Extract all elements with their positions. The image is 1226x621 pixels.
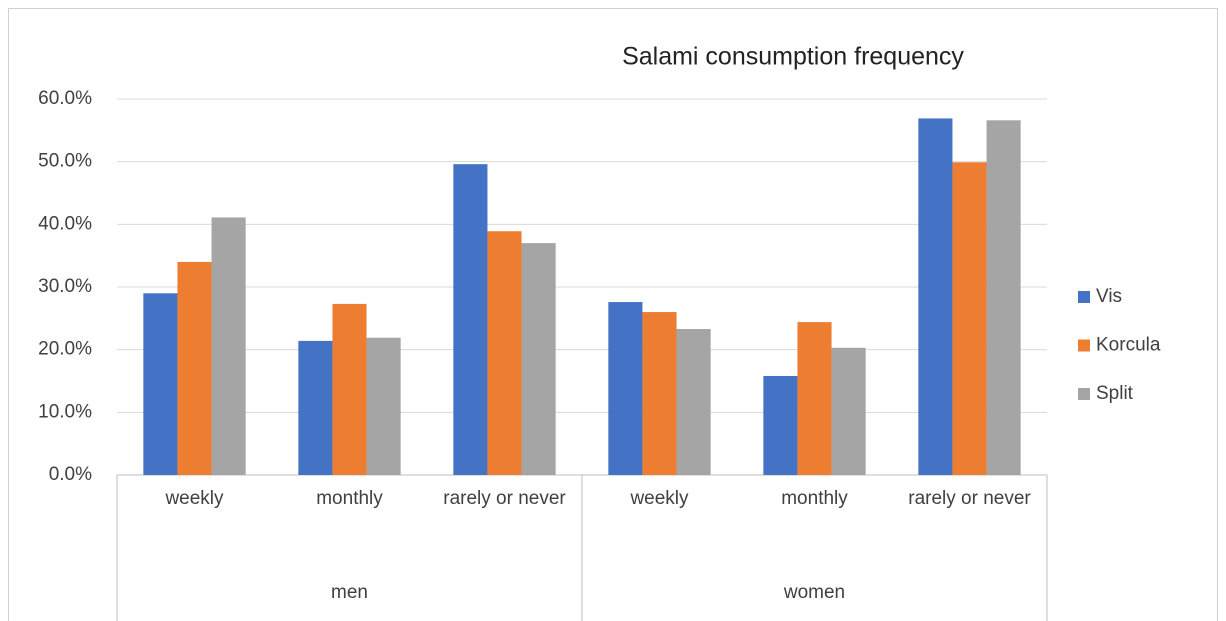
x-tick-label: monthly [781, 488, 848, 509]
y-tick-label: 10.0% [38, 401, 92, 422]
x-tick-label: weekly [630, 488, 689, 509]
legend-swatch [1078, 339, 1090, 352]
x-tick-label: monthly [316, 488, 383, 509]
legend-swatch [1078, 291, 1090, 303]
y-tick-label: 40.0% [38, 213, 92, 234]
bar [763, 375, 798, 475]
bar [177, 261, 212, 475]
bar [797, 322, 832, 475]
bar [298, 340, 333, 475]
group-label: men [331, 582, 368, 603]
x-tick-label: rarely or never [908, 488, 1031, 509]
chart-title: Salami consumption frequency [622, 43, 964, 71]
bar [143, 293, 178, 475]
bar [831, 347, 866, 475]
bar [521, 243, 556, 475]
legend-label: Vis [1096, 286, 1122, 307]
x-tick-label: rarely or never [443, 488, 566, 509]
group-label: women [783, 582, 846, 603]
bar [608, 302, 643, 475]
y-tick-label: 30.0% [38, 276, 92, 297]
legend-label: Split [1096, 383, 1134, 404]
bar [453, 164, 488, 475]
bar [676, 328, 711, 475]
legend-swatch [1078, 388, 1090, 400]
bar [986, 120, 1021, 475]
chart-border [8, 8, 1218, 621]
y-tick-label: 60.0% [38, 88, 92, 109]
y-tick-label: 0.0% [49, 464, 92, 485]
bar [918, 118, 953, 475]
bar [642, 312, 677, 475]
y-tick-label: 20.0% [38, 339, 92, 360]
bar [366, 337, 401, 475]
y-tick-label: 50.0% [38, 151, 92, 172]
legend-label: Korcula [1096, 335, 1161, 356]
bar [952, 162, 987, 475]
bar [211, 217, 246, 475]
bar [332, 303, 367, 475]
x-tick-label: weekly [165, 488, 224, 509]
bar [487, 231, 522, 475]
